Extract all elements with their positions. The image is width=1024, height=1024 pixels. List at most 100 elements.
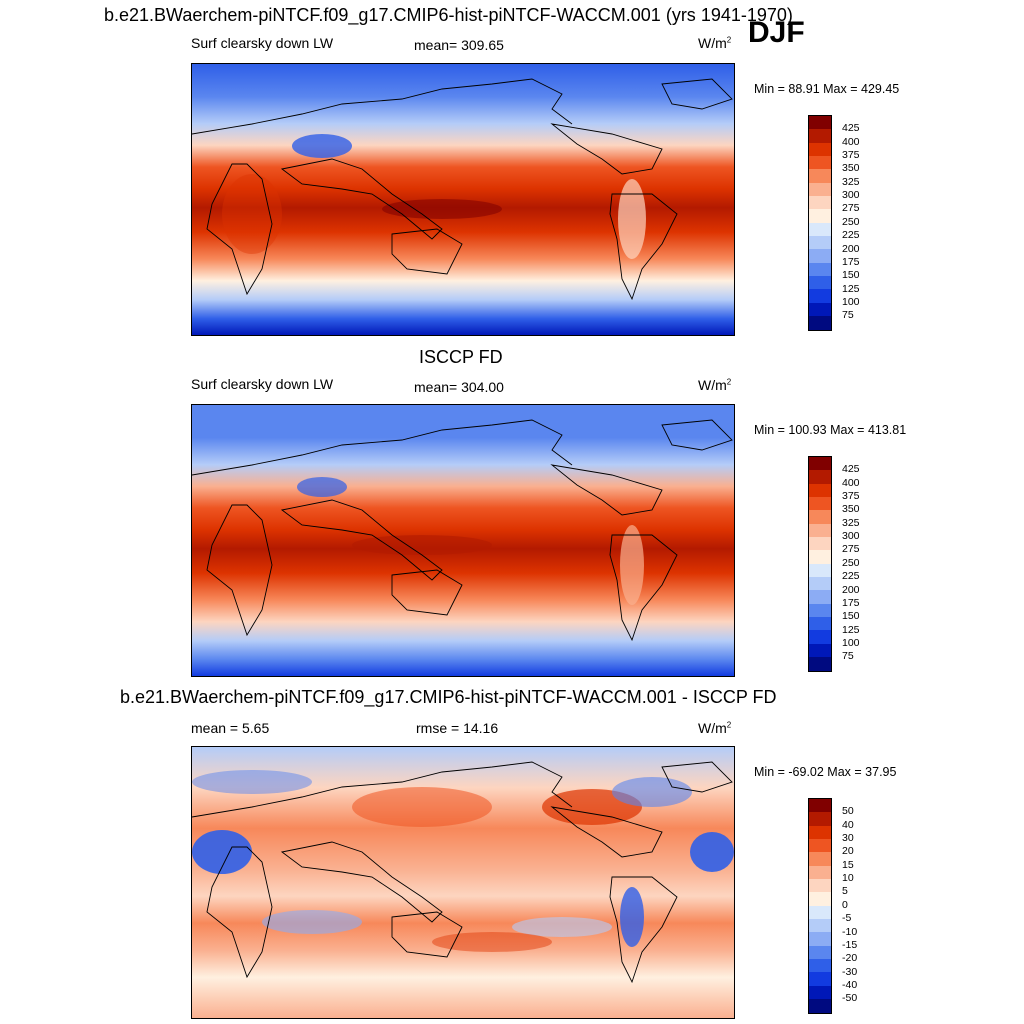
colorbar-tick-label: 50	[842, 805, 854, 818]
panel2-minmax: Min = 100.93 Max = 413.81	[754, 423, 907, 437]
colorbar-swatch	[809, 276, 831, 290]
colorbar-tick-label: -50	[842, 992, 858, 1005]
panel1-mean: mean= 309.65	[414, 37, 504, 53]
colorbar-tick-label: 75	[842, 650, 854, 663]
panel2-map	[191, 404, 735, 677]
colorbar-tick-label: 200	[842, 242, 860, 255]
colorbar-swatch	[809, 919, 831, 933]
colorbar-swatch	[809, 999, 831, 1013]
colorbar-swatch	[809, 182, 831, 197]
panel3-map	[191, 746, 735, 1019]
colorbar-tick-label: 5	[842, 885, 848, 898]
panel3-rmse: rmse = 14.16	[416, 720, 499, 736]
colorbar-swatch	[809, 497, 831, 511]
colorbar-swatch	[809, 262, 831, 277]
colorbar-swatch	[809, 457, 831, 471]
colorbar-tick-label: 40	[842, 818, 854, 831]
colorbar-swatch	[809, 892, 831, 906]
colorbar-swatch	[809, 129, 831, 143]
colorbar-swatch	[809, 483, 831, 498]
panel1-units: W/m2	[698, 35, 732, 51]
colorbar-swatch	[809, 249, 831, 263]
colorbar-swatch	[809, 865, 831, 880]
panel1-minmax: Min = 88.91 Max = 429.45	[754, 82, 900, 96]
colorbar-swatch	[809, 510, 831, 524]
colorbar-swatch	[809, 316, 831, 330]
colorbar-swatch	[809, 879, 831, 893]
panel3-units: W/m2	[698, 720, 732, 736]
colorbar-tick-label: 125	[842, 282, 860, 295]
colorbar-swatch	[809, 537, 831, 551]
colorbar-tick-label: 125	[842, 623, 860, 636]
panel2-variable: Surf clearsky down LW	[191, 376, 334, 392]
colorbar-tick-label: -5	[842, 912, 852, 925]
colorbar-swatch	[809, 643, 831, 658]
colorbar-swatch	[809, 590, 831, 604]
panel3-mean: mean = 5.65	[191, 720, 270, 736]
colorbar-tick-label: 15	[842, 858, 854, 871]
colorbar-tick-label: 150	[842, 610, 860, 623]
colorbar-swatch	[809, 470, 831, 484]
colorbar-swatch	[809, 209, 831, 223]
panel2-title: ISCCP FD	[419, 347, 503, 367]
colorbar-swatch	[809, 577, 831, 591]
colorbar-tick-label: -40	[842, 978, 858, 991]
panel3-colorbar-swatches	[808, 798, 832, 1014]
colorbar-tick-label: 150	[842, 269, 860, 282]
panel2-colorbar-swatches	[808, 456, 832, 672]
colorbar-swatch	[809, 630, 831, 644]
colorbar-tick-label: 75	[842, 309, 854, 322]
colorbar-swatch	[809, 302, 831, 317]
colorbar-swatch	[809, 169, 831, 183]
colorbar-tick-label: 400	[842, 476, 860, 489]
colorbar-swatch	[809, 550, 831, 564]
colorbar-tick-label: 425	[842, 463, 860, 476]
colorbar-tick-label: -15	[842, 938, 858, 951]
colorbar-swatch	[809, 523, 831, 538]
panel1-variable: Surf clearsky down LW	[191, 35, 334, 51]
colorbar-tick-label: 300	[842, 530, 860, 543]
colorbar-tick-label: 400	[842, 135, 860, 148]
colorbar-tick-label: 350	[842, 503, 860, 516]
panel3-title: b.e21.BWaerchem-piNTCF.f09_g17.CMIP6-his…	[120, 687, 777, 707]
colorbar-tick-label: 100	[842, 636, 860, 649]
colorbar-swatch	[809, 852, 831, 866]
colorbar-swatch	[809, 603, 831, 618]
colorbar-tick-label: 300	[842, 189, 860, 202]
colorbar-tick-label: 20	[842, 845, 854, 858]
colorbar-tick-label: 200	[842, 583, 860, 596]
colorbar-tick-label: 250	[842, 556, 860, 569]
colorbar-tick-label: 0	[842, 898, 848, 911]
panel1-title: b.e21.BWaerchem-piNTCF.f09_g17.CMIP6-his…	[104, 5, 793, 25]
colorbar-tick-label: 325	[842, 516, 860, 529]
colorbar-swatch	[809, 236, 831, 250]
panel2-units: W/m2	[698, 377, 732, 393]
colorbar-tick-label: -30	[842, 965, 858, 978]
colorbar-swatch	[809, 945, 831, 960]
colorbar-swatch	[809, 825, 831, 840]
colorbar-swatch	[809, 839, 831, 853]
colorbar-swatch	[809, 222, 831, 237]
panel1-map	[191, 63, 735, 336]
colorbar-tick-label: 250	[842, 215, 860, 228]
panel3-minmax: Min = -69.02 Max = 37.95	[754, 765, 897, 779]
colorbar-swatch	[809, 972, 831, 986]
colorbar-tick-label: 275	[842, 202, 860, 215]
colorbar-tick-label: 30	[842, 832, 854, 845]
colorbar-tick-label: 325	[842, 175, 860, 188]
colorbar-swatch	[809, 812, 831, 826]
colorbar-swatch	[809, 959, 831, 973]
colorbar-tick-label: 375	[842, 149, 860, 162]
colorbar-tick-label: 175	[842, 596, 860, 609]
season-label: DJF	[748, 16, 805, 49]
colorbar-tick-label: 425	[842, 122, 860, 135]
colorbar-tick-label: 225	[842, 229, 860, 242]
colorbar-swatch	[809, 932, 831, 946]
colorbar-swatch	[809, 799, 831, 813]
colorbar-swatch	[809, 289, 831, 303]
colorbar-tick-label: -10	[842, 925, 858, 938]
colorbar-tick-label: 10	[842, 872, 854, 885]
colorbar-tick-label: 275	[842, 543, 860, 556]
colorbar-swatch	[809, 116, 831, 130]
panel2-mean: mean= 304.00	[414, 379, 504, 395]
